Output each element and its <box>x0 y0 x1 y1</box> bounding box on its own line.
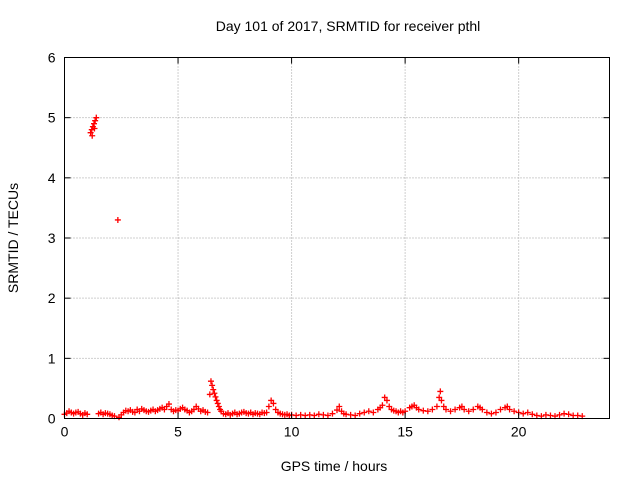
data-point <box>465 408 472 415</box>
data-point <box>263 409 270 416</box>
axes: 0 5 10 15 20 0 1 2 3 4 5 6 <box>48 50 610 440</box>
data-point <box>415 406 422 413</box>
data-point <box>440 403 447 410</box>
data-point <box>437 388 444 395</box>
data-point <box>429 406 436 413</box>
data-point <box>270 400 277 407</box>
x-axis-label: GPS time / hours <box>281 458 388 474</box>
data-point <box>443 406 449 413</box>
data-point <box>365 408 372 415</box>
data-point <box>458 403 465 410</box>
data-point <box>272 406 279 413</box>
data-point <box>209 382 216 389</box>
data-point <box>556 411 563 418</box>
y-tick-label: 0 <box>48 411 56 427</box>
data-point <box>492 409 499 416</box>
data-point <box>89 132 96 139</box>
data-point <box>470 406 477 413</box>
data-point <box>207 378 214 385</box>
data-point <box>370 409 377 416</box>
x-tick-label: 10 <box>284 424 300 440</box>
data-points <box>61 114 586 421</box>
data-point <box>497 406 504 413</box>
data-point <box>268 397 275 404</box>
data-point <box>336 403 343 410</box>
data-point <box>479 406 486 413</box>
data-point <box>114 216 121 223</box>
data-point <box>214 400 221 407</box>
data-point <box>92 117 99 124</box>
data-point <box>386 403 393 410</box>
grid <box>64 57 610 419</box>
data-point <box>334 407 340 414</box>
data-point <box>520 410 527 417</box>
data-point <box>131 409 138 416</box>
y-tick-label: 6 <box>48 50 56 66</box>
x-tick-label: 15 <box>397 424 413 440</box>
data-point <box>436 394 443 401</box>
data-point <box>329 410 336 417</box>
data-point <box>93 114 100 121</box>
data-point <box>84 411 91 418</box>
data-point <box>452 406 459 413</box>
data-point <box>383 397 390 404</box>
data-point <box>91 125 98 132</box>
data-point <box>511 408 518 415</box>
x-tick-label: 5 <box>174 424 182 440</box>
data-point <box>88 126 95 133</box>
data-point <box>361 409 368 416</box>
data-point <box>504 403 511 410</box>
y-tick-label: 4 <box>48 170 56 186</box>
data-point <box>161 406 168 413</box>
y-tick-label: 2 <box>48 290 56 306</box>
data-point <box>212 393 219 400</box>
data-point <box>379 402 386 409</box>
x-tick-label: 20 <box>511 424 527 440</box>
y-tick-label: 3 <box>48 230 56 246</box>
data-point <box>210 386 217 393</box>
data-point <box>524 409 531 416</box>
chart-title: Day 101 of 2017, SRMTID for receiver pth… <box>216 18 481 34</box>
y-tick-label: 5 <box>48 110 56 126</box>
data-point <box>265 403 272 410</box>
data-point <box>433 403 440 410</box>
data-point <box>215 403 222 410</box>
data-point <box>506 406 513 413</box>
data-point <box>565 411 572 418</box>
y-axis-label: SRMTID / TECUs <box>5 183 21 293</box>
data-point <box>311 412 318 419</box>
data-point <box>352 412 359 419</box>
data-point <box>211 390 218 397</box>
x-tick-label: 0 <box>61 424 69 440</box>
data-point <box>206 391 213 398</box>
data-point <box>356 410 363 417</box>
data-point <box>424 408 431 415</box>
y-tick-label: 1 <box>48 350 56 366</box>
data-point <box>165 401 172 408</box>
data-point <box>438 397 445 404</box>
data-point <box>529 411 536 418</box>
data-point <box>87 129 94 136</box>
data-point <box>488 410 495 417</box>
data-point <box>324 412 331 419</box>
data-point <box>204 409 211 416</box>
data-point <box>381 394 388 401</box>
data-point <box>213 397 220 404</box>
data-point <box>461 406 468 413</box>
data-point <box>483 409 490 416</box>
data-point <box>447 408 454 415</box>
